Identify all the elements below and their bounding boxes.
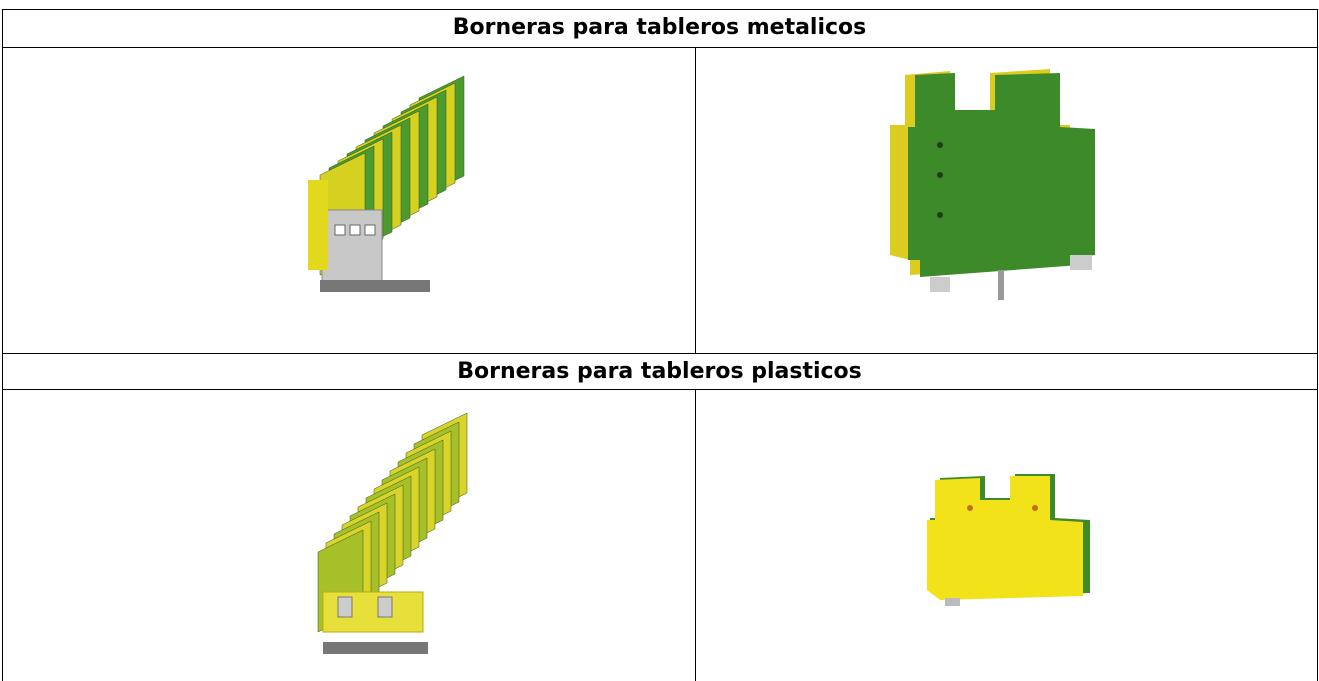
table-border <box>695 389 696 681</box>
terminal-block-image <box>890 69 1095 300</box>
table-border <box>2 47 1318 48</box>
terminal-stack-image <box>317 412 468 654</box>
table-border <box>1317 9 1318 681</box>
table-border <box>2 9 3 681</box>
table-border <box>2 9 1318 10</box>
section-title: Borneras para tableros plasticos <box>457 359 862 384</box>
table-border <box>695 47 696 353</box>
section-title: Borneras para tableros metalicos <box>452 15 867 40</box>
terminal-stack-image <box>308 75 465 292</box>
table-border <box>2 353 1318 354</box>
table-border <box>2 389 1318 390</box>
terminal-block-image <box>927 474 1090 606</box>
